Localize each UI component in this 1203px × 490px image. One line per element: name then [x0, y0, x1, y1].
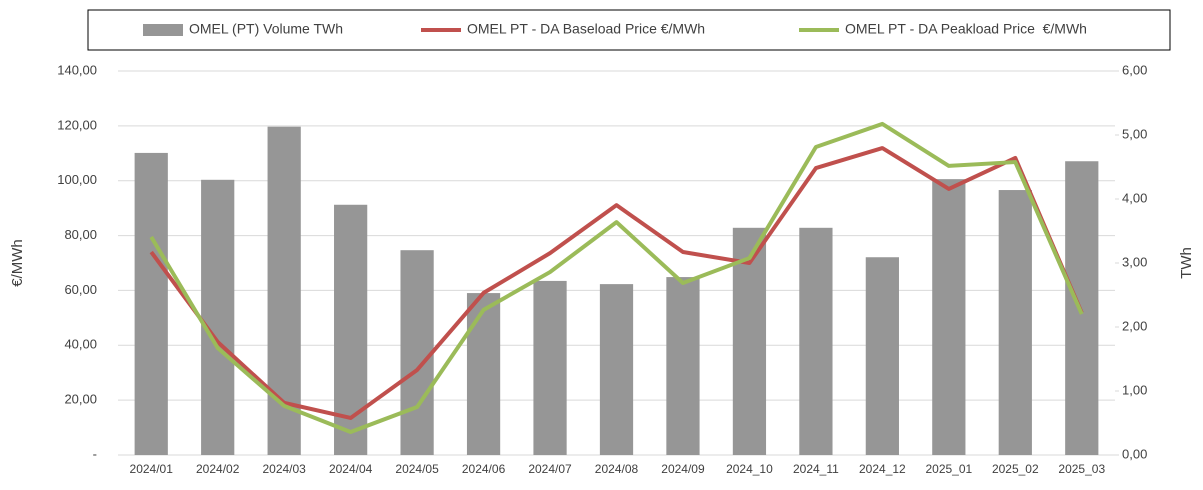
y2-tick-label: 2,00 [1122, 318, 1147, 333]
x-tick-label: 2024/01 [130, 462, 174, 476]
bar [334, 204, 368, 455]
bar [201, 179, 235, 456]
y2-tick-label: 5,00 [1122, 126, 1147, 141]
bar [533, 280, 567, 455]
x-tick-label: 2024_12 [859, 462, 906, 476]
x-tick-label: 2024/03 [262, 462, 306, 476]
line [149, 121, 1084, 434]
x-tick-label: 2024_10 [726, 462, 773, 476]
y-tick-label: 100,00 [57, 172, 97, 187]
bar [599, 284, 634, 455]
y2-tick-label: 6,00 [1122, 62, 1147, 77]
x-tick-label: 2024/05 [395, 462, 439, 476]
line [149, 146, 1084, 420]
x-tick-label: 2024_11 [793, 462, 839, 476]
bar [799, 227, 833, 455]
x-tick-label: 2024/08 [595, 462, 639, 476]
bar [998, 190, 1032, 456]
y-axis-label: €/MWh [9, 239, 26, 287]
bar [134, 152, 168, 456]
x-tick-label: 2024/04 [329, 462, 373, 476]
bar [732, 227, 767, 455]
x-tick-label: 2024/09 [661, 462, 705, 476]
x-tick-label: 2024/06 [462, 462, 506, 476]
y2-tick-label: 4,00 [1122, 190, 1147, 205]
bar [666, 277, 700, 455]
y-tick-label: 80,00 [64, 227, 97, 242]
bar [865, 257, 899, 455]
x-tick-label: 2025_01 [925, 462, 972, 476]
legend-swatch [143, 24, 183, 36]
bar [466, 293, 501, 455]
y-tick-label: 60,00 [64, 282, 97, 297]
y-tick-label: 120,00 [57, 117, 97, 132]
y-tick-label: 20,00 [64, 392, 97, 407]
y2-tick-label: 3,00 [1122, 254, 1147, 269]
y2-tick-label: 0,00 [1122, 446, 1147, 461]
x-tick-label: 2025_03 [1058, 462, 1105, 476]
y2-axis-label: TWh [1178, 247, 1195, 279]
y-tick-label: 40,00 [64, 337, 97, 352]
legend-label: OMEL (PT) Volume TWh [189, 21, 343, 37]
legend-box [87, 9, 1171, 51]
legend-label: OMEL PT - DA Baseload Price €/MWh [467, 21, 705, 37]
x-tick-label: 2024/07 [528, 462, 572, 476]
x-tick-label: 2025_02 [992, 462, 1039, 476]
legend-label: OMEL PT - DA Peakload Price €/MWh [845, 21, 1087, 37]
y2-tick-label: 1,00 [1122, 382, 1147, 397]
x-tick-label: 2024/02 [196, 462, 240, 476]
bar [400, 250, 434, 455]
bar [932, 179, 966, 455]
y-tick-label: 140,00 [57, 62, 97, 77]
y-tick-label: - [93, 446, 97, 461]
